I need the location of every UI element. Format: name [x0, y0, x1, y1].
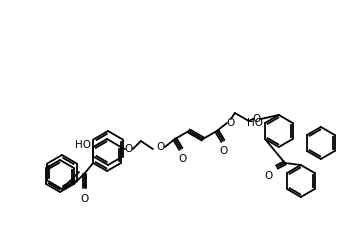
Text: O: O: [125, 144, 133, 154]
Text: O: O: [253, 114, 261, 124]
Text: HO: HO: [75, 140, 91, 150]
Text: O: O: [179, 154, 187, 164]
Text: O: O: [220, 146, 228, 156]
Text: O: O: [157, 142, 165, 152]
Text: O: O: [265, 171, 273, 181]
Text: O: O: [80, 193, 89, 204]
Text: O: O: [227, 118, 235, 128]
Text: HO: HO: [247, 118, 263, 128]
